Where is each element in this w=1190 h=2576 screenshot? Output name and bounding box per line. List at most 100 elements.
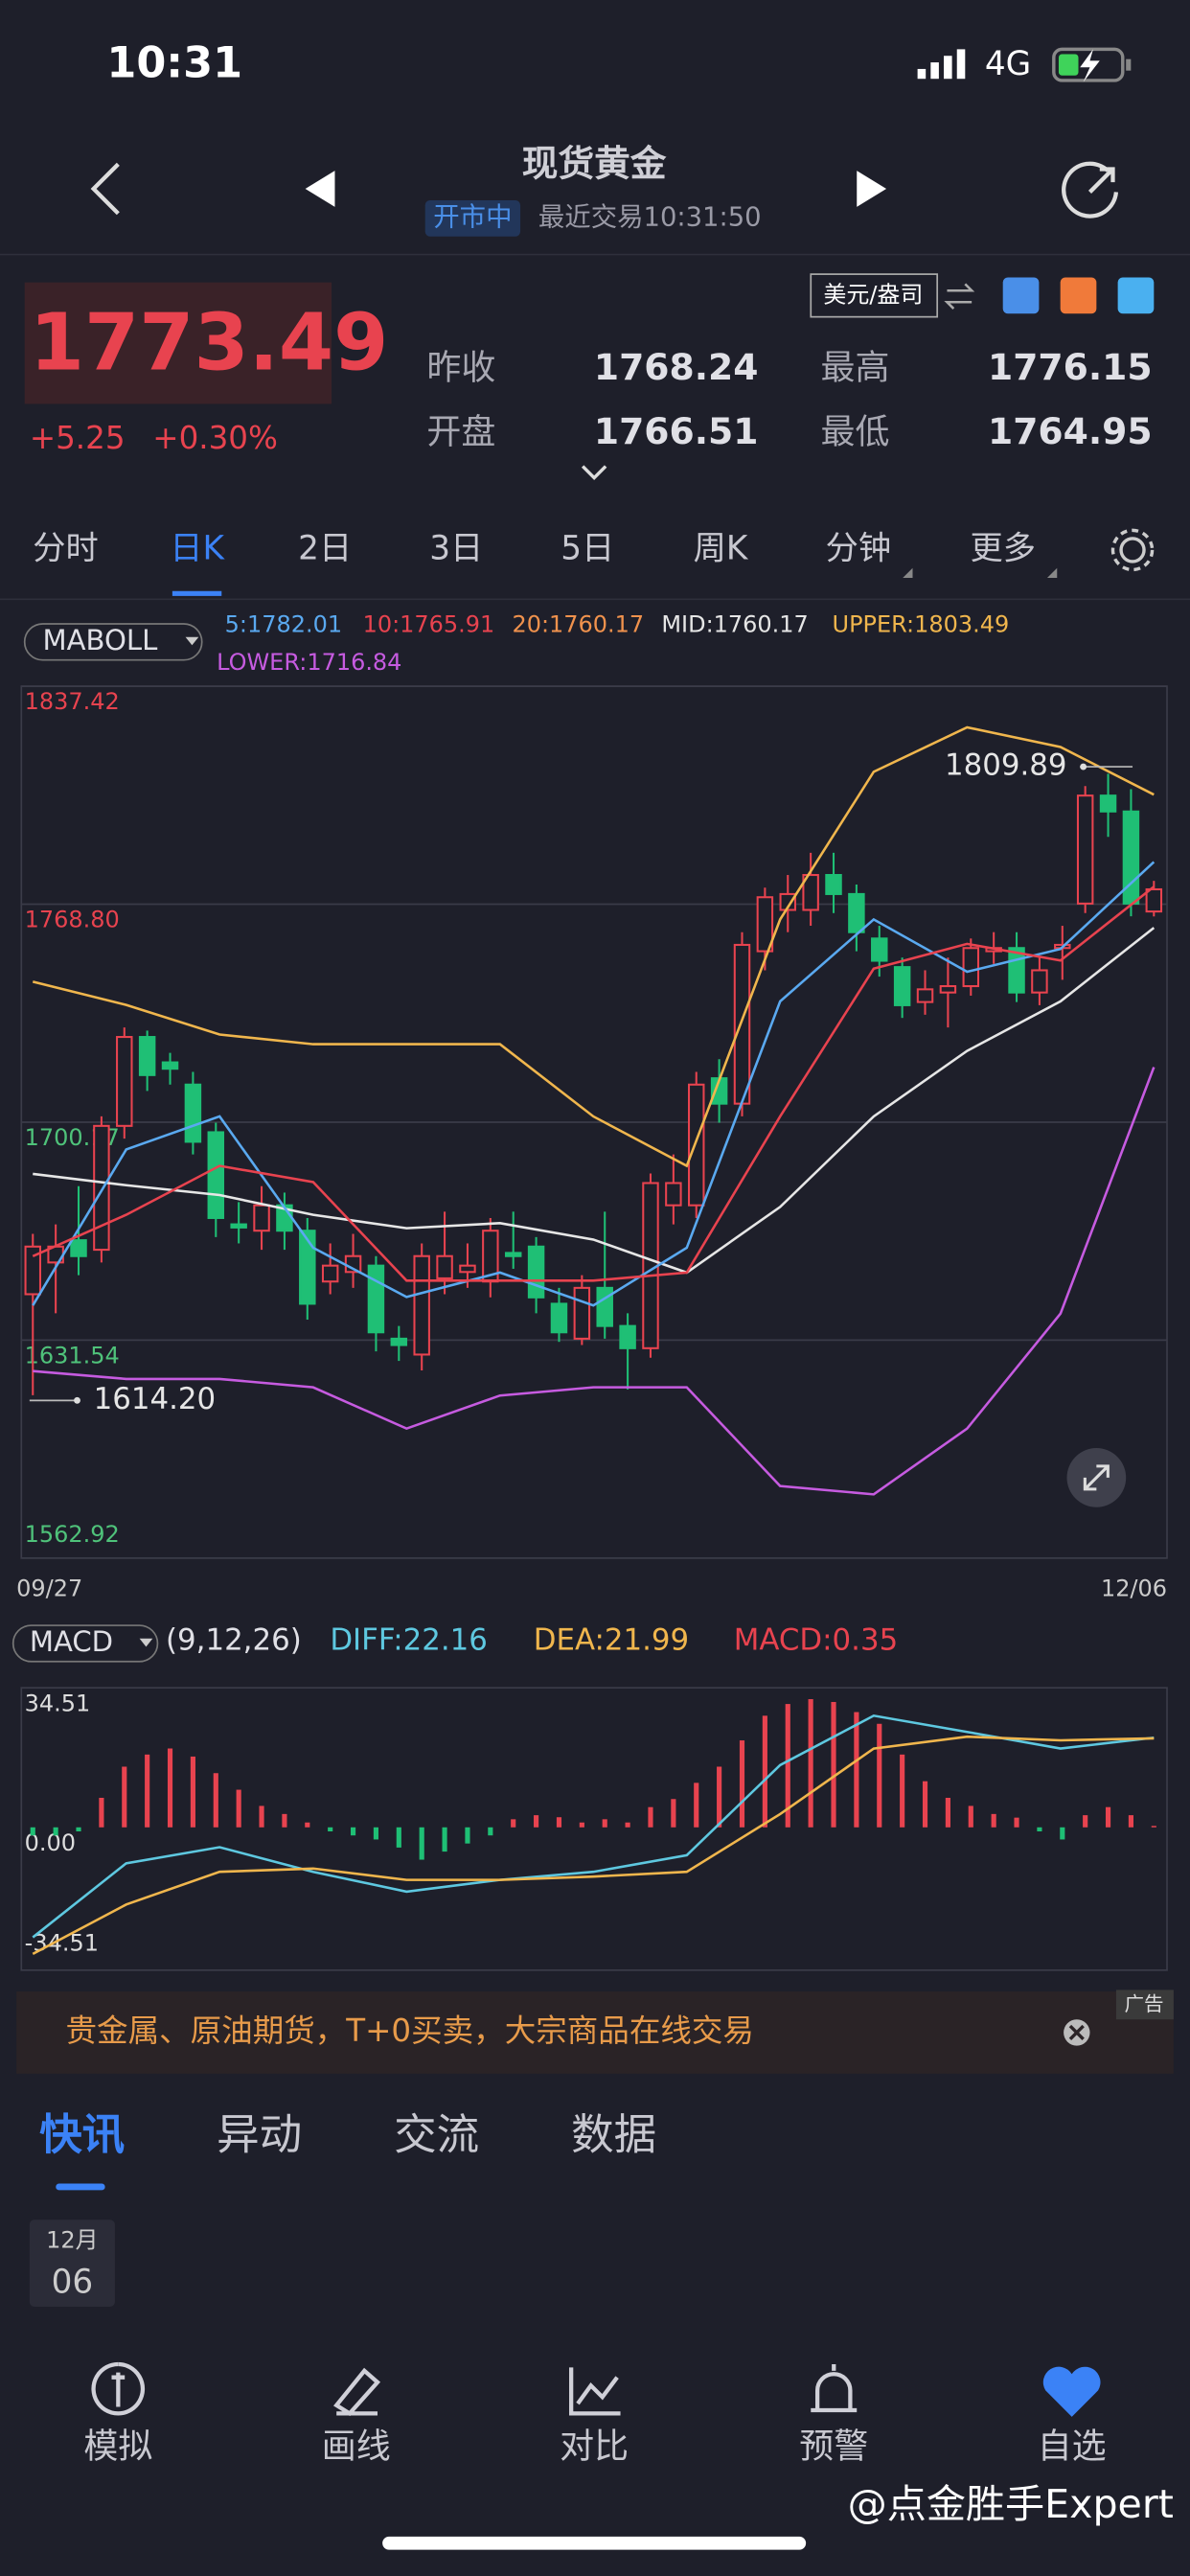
tool-icon[interactable] xyxy=(1117,277,1155,314)
tab-underline xyxy=(172,590,222,596)
legend-text: 20:1760.17 xyxy=(512,611,644,638)
legend-entry: UPPER:1803.49 xyxy=(833,611,1010,638)
battery xyxy=(1052,47,1132,82)
tab[interactable]: 日K xyxy=(170,529,225,567)
open-label: 开盘 xyxy=(426,412,495,451)
candle-body xyxy=(756,896,774,953)
tab[interactable]: 2日 xyxy=(298,529,352,567)
candle-body xyxy=(527,1245,545,1299)
prev-close-label: 昨收 xyxy=(426,348,495,387)
signal xyxy=(917,49,966,80)
candle-body xyxy=(962,947,980,988)
candle-body xyxy=(161,1061,179,1070)
macd-text: MACD:0.35 xyxy=(734,1623,898,1658)
macd-bar xyxy=(30,1827,35,1836)
price: 1773.49 xyxy=(30,298,388,389)
candle-body xyxy=(413,1254,430,1356)
nav-label[interactable]: 预警 xyxy=(799,2426,868,2466)
title: 现货黄金 xyxy=(522,143,667,185)
candle-body xyxy=(916,988,934,1003)
indicator-line xyxy=(32,861,1156,1307)
change: +5.25 xyxy=(30,420,126,456)
chart-frame xyxy=(20,1687,1168,1971)
indicator-line xyxy=(33,927,1156,1275)
legend-entry: DEA:21.99 xyxy=(534,1623,689,1658)
macd-bar xyxy=(808,1699,813,1828)
macd-bar xyxy=(671,1799,676,1828)
tab[interactable]: 5日 xyxy=(561,529,614,567)
date-label: 09/27 xyxy=(16,1575,82,1601)
news-tab[interactable]: 数据 xyxy=(571,2110,656,2160)
annotation: 1809.89 xyxy=(945,748,1066,783)
candle-body xyxy=(1099,794,1117,813)
macd-bar xyxy=(579,1822,584,1828)
legend-entry: LOWER:1716.84 xyxy=(217,649,401,676)
candle-body xyxy=(596,1286,613,1327)
fullscreen-button[interactable] xyxy=(1066,1448,1127,1507)
macd-bar xyxy=(968,1806,973,1828)
news-tab[interactable]: 交流 xyxy=(394,2110,479,2160)
candle-body xyxy=(116,1036,133,1127)
date-label: 12/06 xyxy=(1101,1575,1167,1601)
tool-icon[interactable] xyxy=(1060,277,1097,314)
ad-banner[interactable] xyxy=(16,1991,1174,2074)
candle-body xyxy=(733,943,751,1105)
unit-box[interactable] xyxy=(810,273,939,318)
candle-body xyxy=(1076,794,1094,905)
ad-text: 贵金属、原油期货，T+0买卖，大宗商品在线交易 xyxy=(66,2012,754,2049)
macd-bar xyxy=(534,1815,539,1828)
nav-icon xyxy=(1042,2366,1101,2417)
candle-body xyxy=(848,892,865,933)
macd-bar xyxy=(556,1817,562,1828)
swap-icon[interactable] xyxy=(944,283,975,310)
indicator-dropdown[interactable] xyxy=(23,623,203,661)
candle-body xyxy=(184,1083,202,1143)
news-tab[interactable]: 快讯 xyxy=(39,2110,125,2160)
back-button[interactable] xyxy=(90,162,120,216)
home-indicator xyxy=(382,2536,807,2550)
news-tab[interactable]: 异动 xyxy=(217,2110,302,2160)
macd-bar xyxy=(1014,1817,1019,1828)
high: 1776.15 xyxy=(988,346,1153,388)
macd-bar xyxy=(145,1754,150,1828)
tab[interactable]: 周K xyxy=(694,529,749,567)
ad-close[interactable] xyxy=(1064,2019,1090,2046)
y-tick-label: 1768.80 xyxy=(25,907,120,933)
tab[interactable]: 更多 xyxy=(970,529,1036,567)
ad-tag-box xyxy=(1115,1990,1174,2020)
macd-bar xyxy=(213,1773,218,1828)
nav-label[interactable]: 对比 xyxy=(560,2426,629,2466)
candle-body xyxy=(871,937,888,962)
macd-bar xyxy=(259,1806,264,1828)
refresh-button[interactable] xyxy=(1062,161,1119,218)
candle-body xyxy=(207,1131,225,1219)
macd-bar xyxy=(785,1704,790,1828)
prev-close: 1768.24 xyxy=(594,346,759,388)
news-day: 06 xyxy=(52,2264,94,2302)
tab[interactable]: 分时 xyxy=(33,529,99,567)
macd-bar xyxy=(694,1782,699,1828)
tool-icon[interactable] xyxy=(1002,277,1040,314)
indicator-dropdown[interactable] xyxy=(11,1624,159,1663)
macd-bar xyxy=(739,1740,745,1828)
nav-label[interactable]: 模拟 xyxy=(83,2426,152,2466)
prev-button[interactable] xyxy=(305,171,335,207)
next-button[interactable] xyxy=(857,171,887,207)
macd-bar xyxy=(373,1827,379,1840)
macd-bar xyxy=(419,1827,424,1860)
nav-label[interactable]: 画线 xyxy=(322,2426,391,2466)
macd-bar xyxy=(922,1781,928,1828)
nav-icon xyxy=(332,2367,381,2417)
tab[interactable]: 3日 xyxy=(429,529,483,567)
market-status: 开市中 xyxy=(433,202,512,232)
settings-icon[interactable] xyxy=(1110,528,1155,572)
tab[interactable]: 分钟 xyxy=(826,529,892,567)
expand-chevron[interactable] xyxy=(581,465,607,480)
macd-bar xyxy=(1083,1815,1088,1828)
nav-label[interactable]: 自选 xyxy=(1038,2426,1107,2466)
candle-body xyxy=(299,1230,316,1305)
candle-body xyxy=(70,1239,87,1257)
macd-bar xyxy=(831,1701,836,1828)
nav-icon xyxy=(569,2367,621,2416)
